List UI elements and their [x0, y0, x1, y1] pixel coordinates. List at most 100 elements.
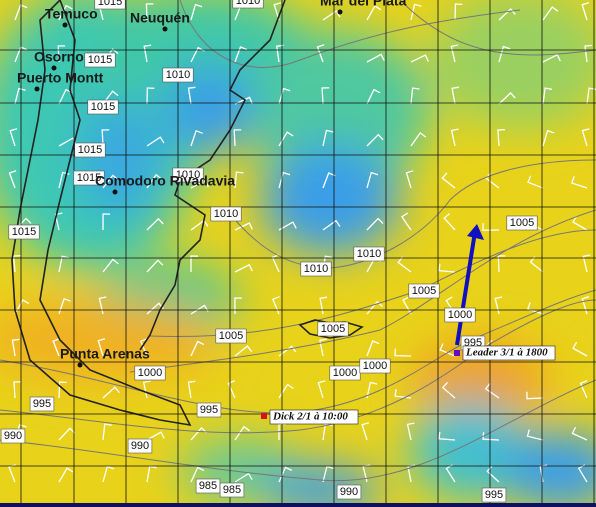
wind-barb [97, 338, 106, 357]
wind-barb [322, 10, 341, 21]
wind-barb [482, 223, 500, 231]
wind-barb [322, 465, 334, 483]
wind-barb [57, 45, 66, 63]
isobar-label: 1000 [363, 360, 387, 372]
wind-barb [570, 176, 588, 189]
wind-barb [484, 382, 500, 399]
wind-barb [58, 381, 67, 399]
wind-barb [9, 128, 18, 147]
isobar-label-box [481, 487, 507, 503]
wind-barb [410, 54, 429, 63]
wind-barb [190, 466, 205, 483]
wind-barb [278, 466, 293, 483]
isobar-label: 1010 [357, 248, 381, 260]
wind-barb [278, 87, 291, 105]
isobar-label: 1005 [412, 285, 436, 297]
wind-barb [438, 263, 456, 273]
isobar-label: 1010 [214, 208, 238, 220]
wind-barb [450, 128, 459, 147]
wind-barb [8, 170, 17, 189]
isobar-label-box [444, 307, 476, 323]
wind-barb [405, 170, 414, 189]
annotation-box [462, 345, 556, 361]
wind-barb [581, 128, 590, 147]
isobar-label-box [300, 261, 332, 277]
wind-barb [8, 464, 16, 483]
wind-barb [58, 427, 76, 441]
wind-barb [584, 44, 592, 63]
isobar-label: 1015 [77, 172, 101, 184]
city-dot [162, 26, 168, 32]
wind-barb [579, 380, 588, 399]
wind-barb [102, 386, 120, 399]
leader-marker [454, 350, 460, 356]
isobar-label-box [162, 67, 194, 83]
wind-barb [316, 44, 325, 63]
wind-barb [187, 86, 196, 105]
wind-barb [234, 46, 248, 63]
wind-barb [139, 338, 148, 357]
wind-barb [526, 302, 544, 315]
wind-barb [526, 429, 544, 441]
wind-barb [234, 297, 242, 315]
wind-barb [366, 217, 384, 231]
city-name: Mar del Plata [320, 0, 407, 9]
wind-barb [443, 213, 456, 231]
city-name: Punta Arenas [60, 346, 150, 362]
wind-barb [273, 2, 282, 21]
isobar-label-box [336, 484, 362, 500]
route-arrow [455, 231, 477, 346]
wind-barb [317, 380, 326, 399]
wind-barb [454, 3, 463, 21]
city-name: Neuquén [130, 10, 190, 26]
wind-barb [582, 254, 591, 273]
isobar-label-box [127, 438, 153, 454]
isobar-label: 1000 [333, 367, 357, 379]
bottom-bar [0, 503, 596, 507]
wind-barb [52, 338, 61, 357]
wind-barb [542, 87, 553, 105]
wind-barb [234, 425, 250, 441]
wind-barb [146, 259, 164, 273]
wind-barb [190, 340, 205, 357]
wind-barb [11, 338, 20, 357]
wind-barb [366, 5, 382, 21]
isobar-label: 985 [199, 480, 217, 492]
wind-barb [366, 88, 381, 105]
wind-barb [278, 171, 291, 189]
city-dot [112, 189, 118, 195]
isobar-label-box [196, 402, 222, 418]
isobar-label: 1005 [510, 217, 534, 229]
isobar-label: 1000 [448, 309, 472, 321]
wind-barb [190, 129, 203, 147]
wind-barb [494, 296, 503, 315]
wind-barb [146, 87, 155, 105]
wind-barb [581, 2, 590, 21]
isobar-label: 1010 [176, 169, 200, 181]
isobar-label: 1015 [88, 54, 112, 66]
wind-barb [441, 172, 456, 189]
city-name: Comodoro Rivadavia [95, 173, 235, 189]
wind-barb [234, 345, 253, 357]
isobar-label-box [232, 0, 264, 9]
wind-barb [102, 258, 119, 273]
isobar-label-box [84, 52, 116, 68]
isobar-label: 1010 [166, 69, 190, 81]
isobar-label: 990 [131, 440, 149, 452]
wind-barb [319, 296, 328, 315]
wind-barb [321, 87, 330, 105]
isobar-label-box [172, 167, 204, 183]
wind-barb [482, 432, 500, 441]
wind-barb [58, 4, 73, 21]
isobar-label: 1000 [138, 367, 162, 379]
wind-barb [234, 171, 244, 189]
wind-barb [322, 129, 334, 147]
isobar-label: 1015 [78, 144, 102, 156]
wind-barb [58, 255, 70, 273]
wind-barb [406, 422, 415, 441]
wind-barb [497, 255, 506, 273]
wind-barb [572, 341, 588, 357]
isobar-label: 1010 [236, 0, 260, 7]
wind-barb [101, 129, 110, 147]
